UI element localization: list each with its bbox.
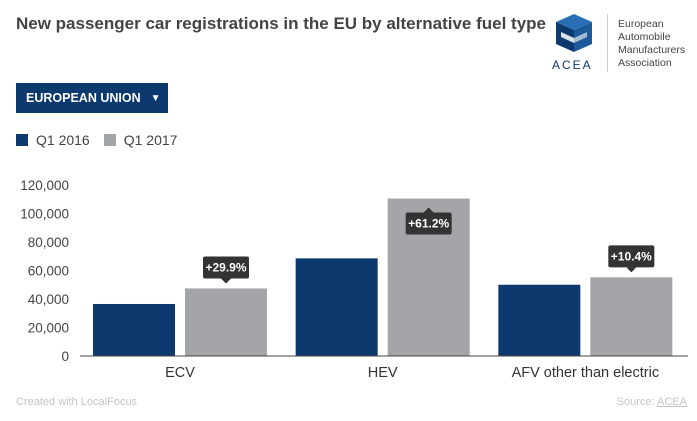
x-category-label: ECV — [165, 365, 195, 381]
logo-divider — [607, 14, 608, 72]
change-callout-box — [203, 256, 249, 279]
bar-ecv-series-1 — [185, 288, 267, 356]
change-callout-label: +10.4% — [611, 249, 652, 263]
change-callout-box — [608, 245, 655, 268]
created-with-credit[interactable]: Created with LocalFocus — [16, 396, 138, 408]
bar-afv-other-than-electric-series-0 — [498, 284, 581, 356]
legend-swatch-q1-2016 — [16, 134, 28, 146]
region-dropdown[interactable]: EUROPEAN UNION ▼ — [16, 83, 168, 113]
change-callout-pointer — [221, 278, 231, 284]
y-tick-label: 60,000 — [28, 264, 69, 279]
source-link[interactable]: ACEA — [657, 396, 687, 408]
chart-title: New passenger car registrations in the E… — [16, 14, 547, 33]
change-callout-pointer — [423, 207, 434, 213]
bar-ecv-series-0 — [93, 303, 175, 356]
source-credit: Source: ACEA — [617, 396, 687, 408]
x-category-label: AFV other than electric — [512, 365, 660, 381]
change-callout-label: +61.2% — [408, 217, 449, 231]
y-tick-label: 40,000 — [28, 292, 69, 307]
legend-item-q1-2016[interactable]: Q1 2016 — [16, 132, 90, 148]
logo-name-line: European — [618, 18, 664, 30]
logo-full-name: European Automobile Manufacturers Associ… — [618, 18, 685, 70]
chart-legend: Q1 2016 Q1 2017 — [16, 132, 191, 148]
bar-afv-other-than-electric-series-1 — [590, 277, 673, 356]
change-callout-box — [405, 212, 452, 235]
acea-logo: ACEA European Automobile Manufacturers A… — [552, 12, 692, 74]
y-tick-label: 100,000 — [20, 207, 69, 222]
legend-label-q1-2016: Q1 2016 — [36, 132, 90, 148]
logo-name-line: Association — [618, 57, 672, 69]
y-tick-label: 0 — [61, 349, 69, 364]
logo-name-line: Automobile — [618, 31, 671, 43]
change-callout-label: +29.9% — [205, 260, 246, 274]
x-category-label: HEV — [368, 365, 398, 381]
logo-name-line: Manufacturers — [618, 44, 686, 56]
acea-cube-icon — [556, 14, 592, 52]
y-tick-label: 120,000 — [20, 178, 69, 193]
y-tick-label: 20,000 — [28, 321, 69, 336]
change-callout-pointer — [626, 267, 637, 273]
source-label: Source: — [616, 396, 655, 408]
region-dropdown-label: EUROPEAN UNION — [26, 91, 141, 105]
legend-item-q1-2017[interactable]: Q1 2017 — [103, 132, 178, 148]
y-tick-label: 80,000 — [28, 235, 69, 250]
chevron-down-icon: ▼ — [150, 92, 161, 104]
legend-swatch-q1-2017 — [103, 134, 116, 146]
legend-label-q1-2017: Q1 2017 — [123, 132, 178, 148]
bar-hev-series-0 — [295, 258, 378, 356]
logo-abbreviation: ACEA — [552, 58, 593, 72]
